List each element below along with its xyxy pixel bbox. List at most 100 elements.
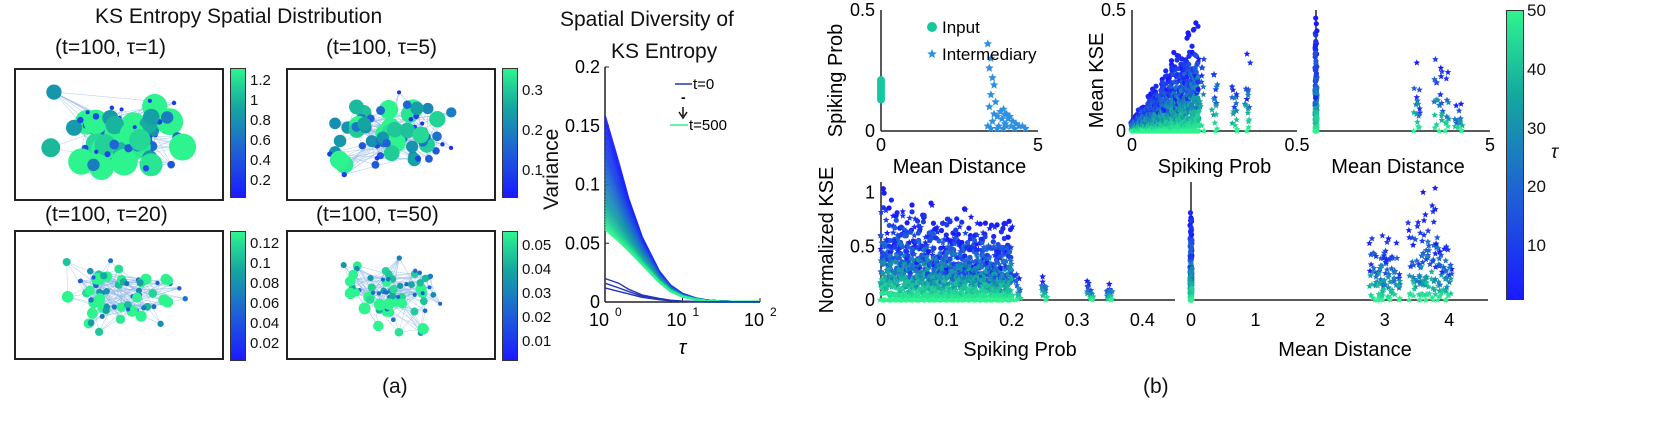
scatter-star-point: [1041, 289, 1049, 296]
scatter-star-point: [1368, 281, 1376, 288]
scatter-top-1: 0 0.5 0 5 Mean Distance Spiking Prob Input Inte…: [825, 0, 1043, 178]
network-node: [448, 145, 454, 151]
network-edge: [389, 312, 424, 330]
scatter-circle-point: [1312, 45, 1318, 51]
scatter-circle-point: [881, 278, 888, 284]
network-node: [333, 134, 347, 148]
scatter-star-point: [1008, 292, 1016, 300]
network-node: [382, 139, 391, 148]
scatter-star-point: [1414, 118, 1421, 125]
scatter-star-point: [1243, 50, 1251, 57]
scatter-star-point: [1448, 270, 1455, 277]
network-plot-3: [14, 230, 224, 360]
network-node: [92, 113, 100, 120]
network-node: [380, 277, 385, 282]
scatter-circle-point: [1314, 64, 1320, 70]
network-graph-1: [41, 84, 197, 180]
colorbar-tick-label: 0.8: [250, 112, 271, 129]
scatter-bottom-left: 0 0.5 1 0 0.1 0.2 0.3 0.4 Spiking Prob Normalized…: [816, 167, 1175, 361]
colorbar-tick-label: 0.06: [250, 295, 280, 312]
scatter-star-point: [1432, 250, 1439, 257]
colorbar-tick-label: 0.04: [250, 315, 280, 332]
network-node: [340, 261, 347, 269]
network-node: [148, 289, 158, 298]
scatter-circle-point: [944, 222, 950, 228]
scatter-star-point: [973, 231, 981, 238]
scatter-star-point: [967, 213, 975, 220]
scatter-star-point: [1244, 91, 1252, 99]
network-node: [91, 275, 96, 280]
scatter-star-point: [1447, 290, 1455, 297]
scatter-star-point: [1409, 241, 1417, 248]
scatter-star-point: [900, 225, 908, 232]
network-node: [404, 282, 409, 287]
colorbar-tick-label: 0.05: [522, 237, 552, 254]
scatter-star-point: [1437, 64, 1445, 71]
scatter-star-point: [911, 250, 918, 258]
scatter-star-point: [1379, 232, 1386, 239]
scatter-star-point: [1420, 231, 1428, 238]
scatter-circle-point: [1313, 50, 1319, 56]
bottom-left-ytick-label: 0.5: [850, 236, 875, 256]
scatter-star-point: [1385, 256, 1393, 263]
network-node: [99, 313, 105, 320]
scatter-star-point: [1200, 83, 1207, 90]
scatter-star-point: [927, 49, 937, 58]
network-edge: [102, 268, 120, 308]
scatter-star-point: [991, 97, 1000, 106]
scatter-circle-point: [1188, 247, 1194, 253]
scatter-star-point: [894, 281, 902, 288]
input-point: [877, 76, 885, 85]
scatter-circle-point: [903, 248, 909, 254]
network-node: [119, 107, 124, 112]
scatter-star-point: [911, 223, 918, 230]
bottom-left-xlabel: Spiking Prob: [963, 339, 1076, 361]
scatter-circle-point: [1188, 270, 1194, 276]
scatter-star-point: [999, 124, 1008, 133]
scatter-circle-point: [1153, 83, 1159, 89]
scatter-star-point: [877, 208, 885, 215]
network-node: [390, 317, 396, 323]
bottom-right-xtick-label: 0: [1186, 310, 1196, 330]
network-node: [102, 306, 110, 314]
scatter-star-point: [1195, 55, 1203, 62]
scatter-star-point: [1390, 267, 1398, 275]
scatter-star-point: [1366, 282, 1373, 290]
scatter-star-point: [1413, 93, 1421, 101]
scatter-star-point: [1431, 111, 1439, 118]
network-node: [376, 291, 382, 296]
variance-xtick-exponent: 2: [770, 305, 777, 319]
colorbar-tick-label: 0.02: [250, 335, 280, 352]
network-node: [407, 281, 415, 289]
scatter-star-point: [1212, 102, 1220, 109]
scatter-star-point: [1368, 235, 1376, 242]
network-node: [406, 140, 419, 153]
scatter-star-point: [878, 231, 885, 238]
network-node: [382, 289, 388, 295]
network-node: [157, 320, 164, 327]
network-edge: [103, 275, 168, 303]
network-node: [420, 121, 425, 126]
scatter-circle-point: [1187, 277, 1193, 283]
network-node: [147, 98, 152, 103]
top2-ylabel: Mean KSE: [1086, 33, 1108, 129]
legend-label-end: t=500: [689, 117, 727, 134]
scatter-circle-point: [1187, 290, 1193, 296]
scatter-circle-point: [964, 240, 971, 246]
scatter-star-point: [1243, 95, 1251, 102]
scatter-star-point: [1009, 223, 1016, 230]
network-edge: [343, 264, 370, 298]
scatter-circle-point: [908, 229, 914, 235]
scatter-star-point: [1038, 283, 1046, 290]
colorbar-tau-tick-label: 20: [1527, 177, 1546, 197]
scatter-star-point: [1013, 277, 1020, 284]
scatter-star-point: [1429, 284, 1437, 292]
scatter-star-point: [1242, 101, 1250, 109]
network-node: [142, 108, 160, 126]
scatter-star-point: [1436, 292, 1444, 299]
scatter-star-point: [1408, 258, 1416, 265]
scatter-circle-point: [1188, 225, 1194, 231]
scatter-star-point: [1212, 86, 1220, 93]
scatter-star-point: [1445, 115, 1453, 122]
scatter-circle-point: [998, 229, 1004, 235]
